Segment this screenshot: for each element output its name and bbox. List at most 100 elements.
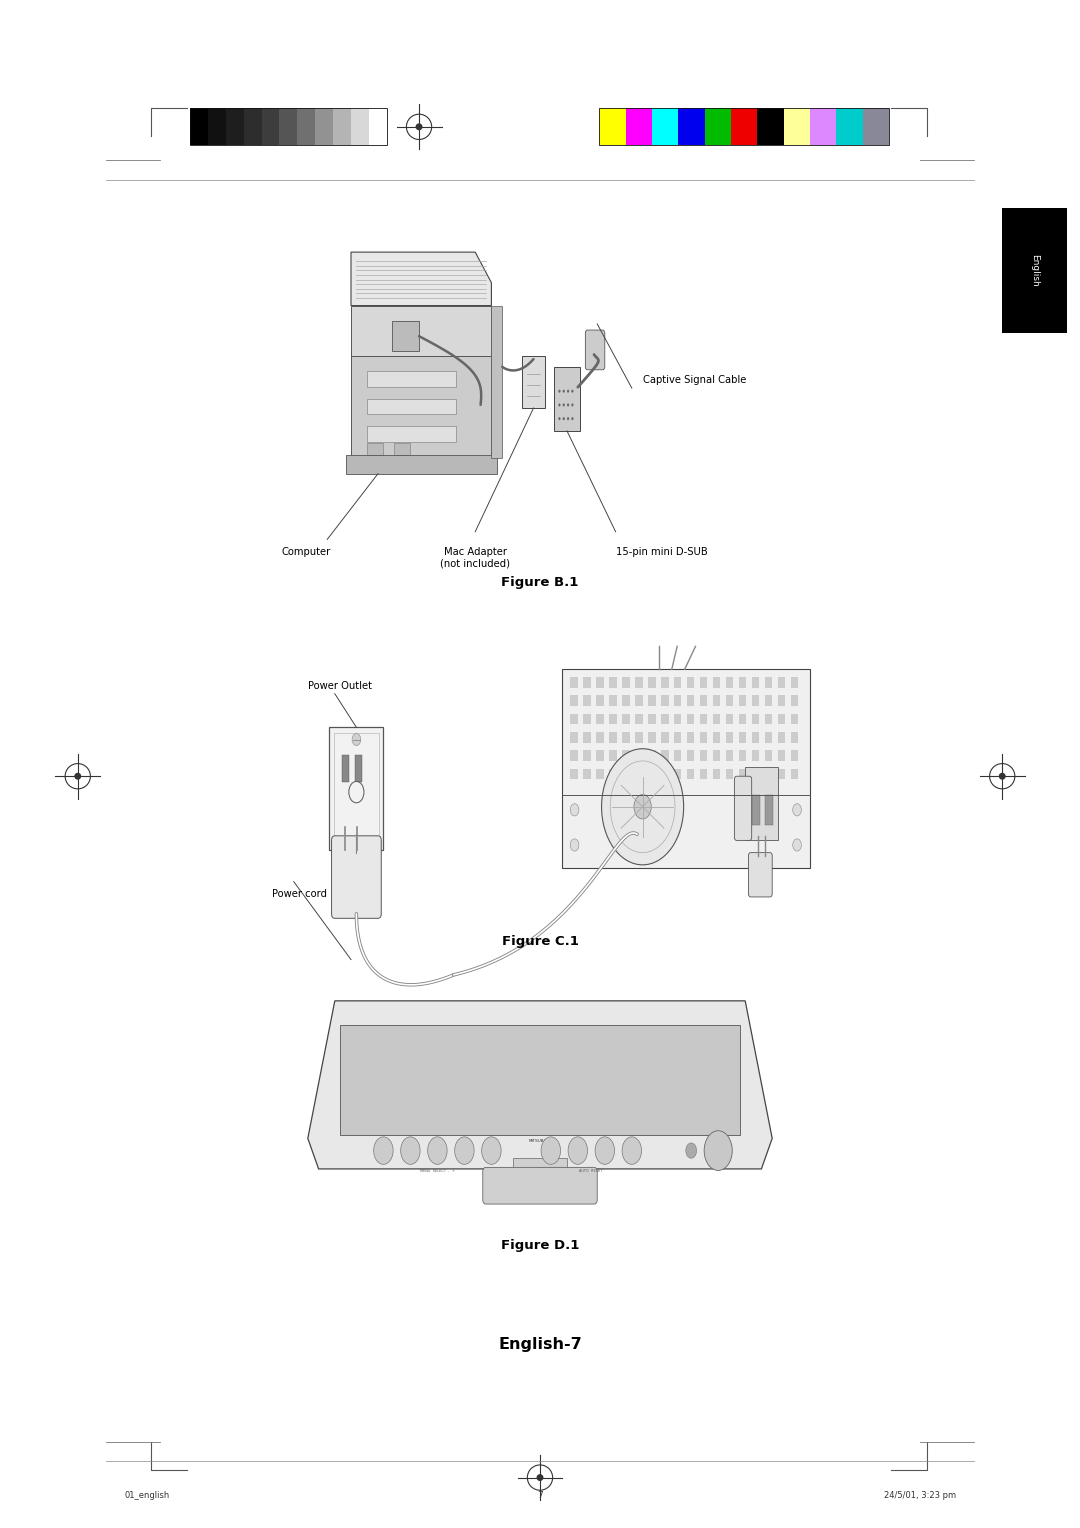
Bar [713, 695, 720, 706]
Text: AUTO  RESET: AUTO RESET [579, 1169, 603, 1174]
Text: English: English [1030, 254, 1039, 287]
Bar [609, 750, 617, 761]
Ellipse shape [75, 773, 81, 779]
Bar [778, 732, 785, 743]
Bar [583, 695, 591, 706]
Bar [583, 750, 591, 761]
Bar [570, 714, 578, 724]
Bar [713, 750, 720, 761]
Circle shape [567, 403, 569, 406]
Circle shape [563, 417, 565, 420]
Bar [726, 732, 733, 743]
Text: Captive Signal Cable: Captive Signal Cable [643, 374, 746, 385]
Bar [329, 727, 383, 850]
Bar [700, 769, 707, 779]
Bar [836, 108, 863, 145]
Text: 24/5/01, 3:23 pm: 24/5/01, 3:23 pm [883, 1491, 956, 1500]
Bar [687, 750, 694, 761]
Text: Mac Adapter
(not included): Mac Adapter (not included) [441, 547, 510, 568]
Circle shape [563, 403, 565, 406]
Bar [635, 695, 643, 706]
FancyBboxPatch shape [332, 836, 381, 918]
Bar [609, 732, 617, 743]
Bar [340, 1025, 740, 1135]
Text: 01_english: 01_english [124, 1491, 170, 1500]
Bar [765, 769, 772, 779]
Bar [208, 108, 226, 145]
Circle shape [704, 1131, 732, 1170]
Circle shape [793, 839, 801, 851]
Bar [570, 677, 578, 688]
Circle shape [610, 761, 675, 853]
Circle shape [567, 390, 569, 393]
Bar [700, 732, 707, 743]
Bar [661, 732, 669, 743]
Bar [367, 443, 383, 455]
Bar [513, 1158, 567, 1177]
Bar [745, 767, 778, 840]
Bar [731, 108, 757, 145]
Text: 7: 7 [537, 1491, 543, 1500]
Bar [765, 677, 772, 688]
Bar [315, 108, 333, 145]
Bar [333, 108, 351, 145]
Bar [791, 714, 798, 724]
Polygon shape [308, 1001, 772, 1169]
Bar [280, 108, 297, 145]
Bar [752, 750, 759, 761]
Bar [596, 677, 604, 688]
Bar [674, 732, 681, 743]
Bar [622, 750, 630, 761]
Bar [700, 714, 707, 724]
Bar [687, 677, 694, 688]
Bar [190, 108, 387, 145]
Bar [596, 769, 604, 779]
Circle shape [541, 1137, 561, 1164]
Bar [739, 732, 746, 743]
Bar [700, 695, 707, 706]
Polygon shape [351, 252, 491, 306]
Bar [635, 732, 643, 743]
Bar [863, 108, 889, 145]
Bar [726, 695, 733, 706]
Bar [583, 732, 591, 743]
Bar [791, 695, 798, 706]
Circle shape [568, 1137, 588, 1164]
Bar [367, 426, 456, 442]
FancyBboxPatch shape [748, 853, 772, 897]
Text: Figure B.1: Figure B.1 [501, 576, 579, 588]
Bar [622, 769, 630, 779]
Bar [739, 677, 746, 688]
Bar [726, 714, 733, 724]
Bar [765, 732, 772, 743]
Bar [752, 769, 759, 779]
Circle shape [622, 1137, 642, 1164]
Bar [1002, 208, 1067, 333]
Circle shape [455, 1137, 474, 1164]
Bar [367, 371, 456, 387]
Bar [752, 695, 759, 706]
Bar [791, 732, 798, 743]
Bar [713, 732, 720, 743]
Circle shape [571, 390, 573, 393]
Circle shape [570, 804, 579, 816]
FancyBboxPatch shape [483, 1167, 597, 1204]
Bar [599, 108, 889, 145]
Bar [674, 750, 681, 761]
Bar [346, 455, 497, 474]
Bar [687, 732, 694, 743]
Bar [765, 714, 772, 724]
Bar [622, 695, 630, 706]
Bar [687, 695, 694, 706]
Bar [700, 677, 707, 688]
Bar [609, 714, 617, 724]
Bar [661, 714, 669, 724]
Bar [570, 732, 578, 743]
Bar [726, 769, 733, 779]
Bar [752, 795, 760, 825]
Bar [609, 769, 617, 779]
Bar [261, 108, 280, 145]
Bar [297, 108, 315, 145]
Bar [351, 356, 491, 458]
Bar [648, 732, 656, 743]
